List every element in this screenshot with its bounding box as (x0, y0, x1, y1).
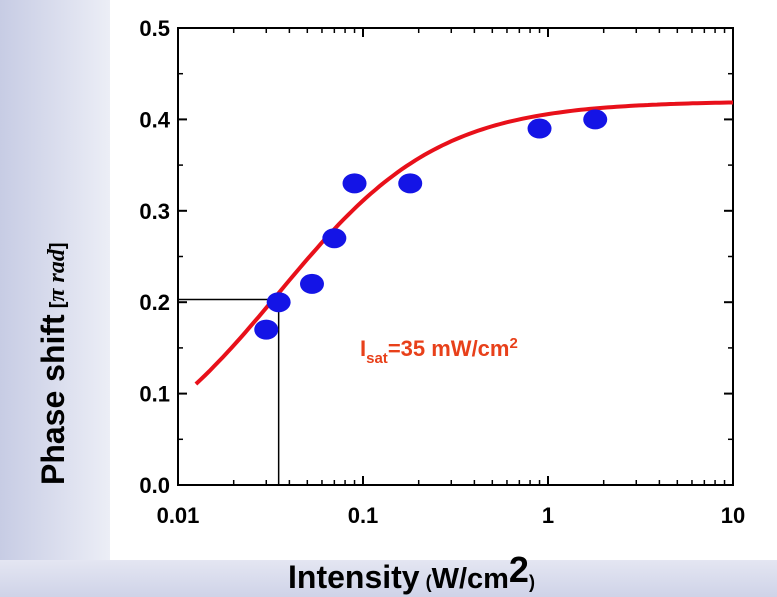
saturation-annotation: Isat=35 mW/cm2 (360, 335, 518, 367)
data-point (398, 173, 423, 194)
fit-curve (194, 100, 733, 386)
x-tick-label: 10 (721, 503, 745, 528)
data-point (527, 118, 552, 139)
x-axis-ticks: 0.01 0.1 1 10 (157, 28, 745, 528)
y-tick-label: 0.4 (139, 107, 170, 132)
left-background-band (0, 0, 110, 597)
x-tick-label: 1 (542, 503, 554, 528)
x-tick-label: 0.1 (348, 503, 379, 528)
data-point (322, 228, 347, 249)
data-point (254, 319, 279, 340)
y-tick-label: 0.1 (139, 382, 170, 407)
plot-frame (177, 27, 734, 486)
data-point (342, 173, 367, 194)
data-point (299, 273, 324, 294)
y-tick-label: 0.0 (139, 473, 170, 498)
guide-lines (178, 298, 280, 485)
bottom-background-band (0, 560, 777, 597)
data-point (583, 109, 608, 130)
y-tick-label: 0.5 (139, 16, 170, 41)
y-tick-label: 0.3 (139, 199, 170, 224)
data-points (254, 109, 608, 340)
y-tick-label: 0.2 (139, 290, 170, 315)
y-axis-ticks: 0.0 0.1 0.2 0.3 0.4 0.5 (139, 16, 733, 498)
x-axis-label: Intensity (W/cm2) (288, 549, 535, 595)
data-point (266, 292, 291, 313)
y-axis-label: Phase shift[π rad] (35, 242, 71, 485)
x-tick-label: 0.01 (157, 503, 200, 528)
